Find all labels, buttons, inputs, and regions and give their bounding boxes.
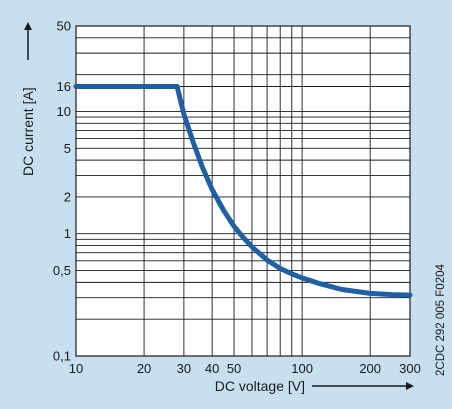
x-tick-label: 40 (205, 361, 219, 376)
x-tick-label: 20 (137, 361, 151, 376)
side-label-group: 2CDC 292 005 F0204 (435, 264, 447, 376)
y-tick-label: 16 (57, 79, 71, 94)
y-tick-label: 5 (64, 141, 71, 156)
y-tick-label: 1 (64, 226, 71, 241)
y-axis-label: DC current [A] (20, 87, 36, 176)
y-axis-label-group: DC current [A] (20, 87, 36, 176)
y-tick-label: 2 (64, 189, 71, 204)
x-tick-label: 200 (359, 361, 381, 376)
y-tick-label: 0,1 (53, 349, 71, 364)
y-tick-label: 0,5 (53, 263, 71, 278)
x-tick-label: 10 (69, 361, 83, 376)
y-tick-label: 50 (57, 19, 71, 34)
x-tick-label: 30 (177, 361, 191, 376)
plot-area (76, 26, 410, 356)
x-tick-label: 100 (291, 361, 313, 376)
side-label: 2CDC 292 005 F0204 (435, 264, 447, 376)
y-tick-label: 10 (57, 104, 71, 119)
x-tick-label: 300 (399, 361, 421, 376)
plot-frame (75, 25, 411, 357)
series-line (73, 84, 413, 298)
tick-labels: 10 20 30 40 50 100 200 300 0,1 0,5 1 2 5 10 16 50 (53, 19, 421, 377)
x-tick-label: 50 (227, 361, 241, 376)
x-axis-label: DC voltage [V] (215, 378, 305, 394)
